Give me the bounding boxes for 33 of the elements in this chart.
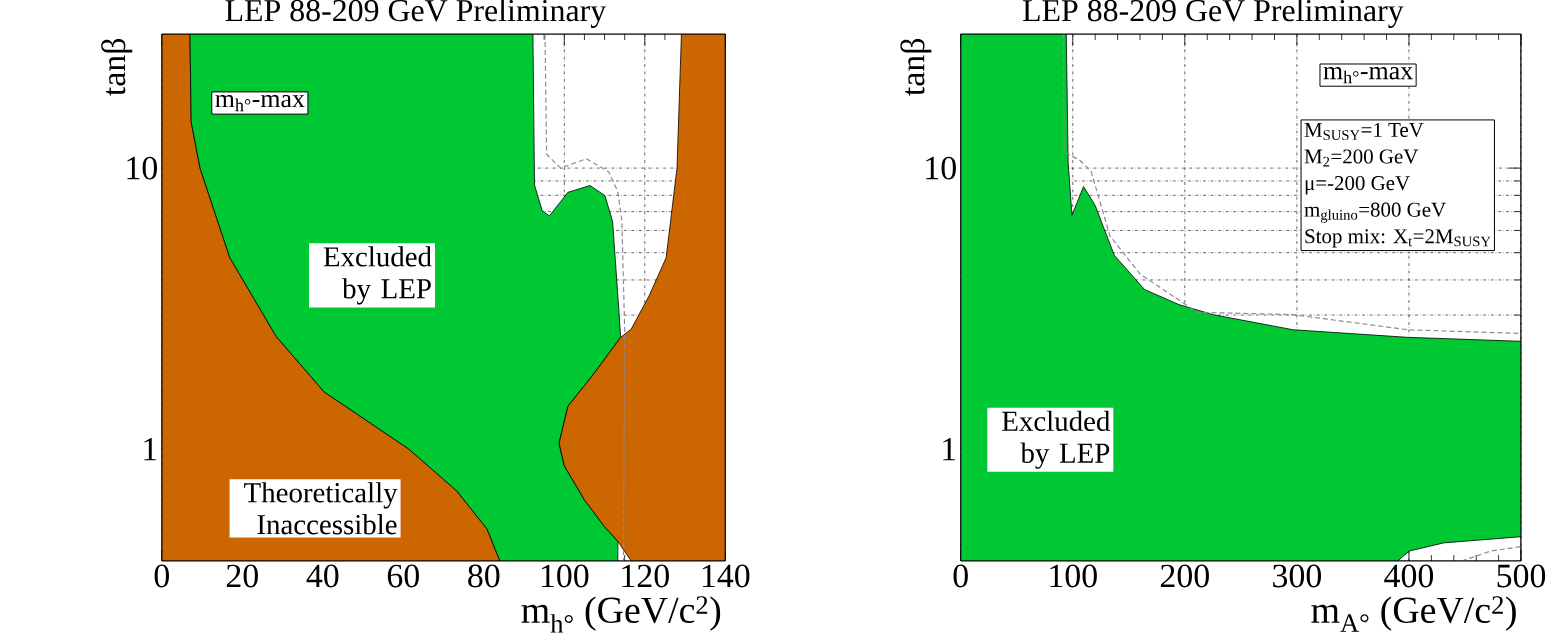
annotation: m$_{h°}$-max [1323,66,1413,84]
x-axis-title: m$_{A°}$ (GeV/c$^{2}$) [1311,596,1516,632]
x-tick-label: 100 [541,564,589,588]
x-tick-label: 60 [387,564,419,588]
annotation: μ=-200 GeV [1305,176,1410,195]
y-axis-title: tanβ [101,38,133,96]
y-tick-label: 1 [144,437,157,461]
annotation: M$_{SUSY}$=1 TeV [1304,122,1424,140]
annotation: m$_{gluino}$=800 GeV [1304,202,1446,223]
x-tick-label: 80 [468,564,500,588]
x-tick-label: 20 [226,564,258,588]
x-tick-label: 40 [306,564,339,588]
x-tick-label: 300 [1273,564,1321,588]
annotation: Excluded by LEP [323,246,432,305]
x-tick-label: 140 [702,564,750,588]
annotation: Stop mix: X$_{t}$=2M$_{SUSY}$ [1305,229,1491,248]
x-tick-label: 400 [1384,564,1434,588]
annotation: m$_{h°}$-max [215,94,305,112]
line-series [544,34,626,561]
y-tick-label: 10 [127,156,157,180]
x-tick-label: 200 [1160,564,1209,588]
x-axis-title: m$_{h°}$ (GeV/c$^{2}$) [521,596,721,633]
annotation: Theoretically Inaccessible [244,482,398,535]
y-axis-title: tanβ [900,38,932,96]
x-tick-label: 120 [622,564,669,588]
y-tick-label: 1 [943,437,956,461]
annotation: M$_{2}$=200 GeV [1304,149,1419,167]
x-tick-label: 0 [154,564,169,588]
y-tick-label: 10 [926,156,956,180]
x-tick-label: 500 [1497,564,1546,588]
x-tick-label: 100 [1050,564,1097,588]
x-tick-label: 0 [953,564,968,588]
annotation: Excluded by LEP [1002,410,1111,469]
